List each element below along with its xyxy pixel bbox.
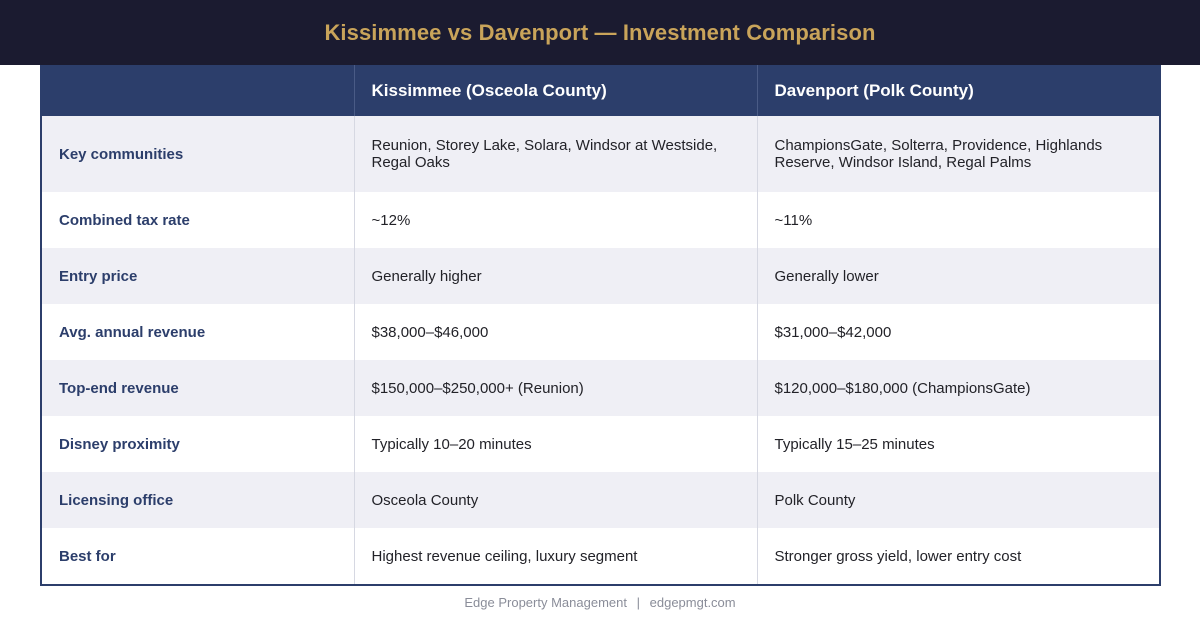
davenport-cell: ~11%: [757, 192, 1159, 248]
page-title: Kissimmee vs Davenport — Investment Comp…: [324, 20, 875, 46]
kissimmee-cell: Generally higher: [354, 248, 757, 304]
table-row: Best for Highest revenue ceiling, luxury…: [42, 528, 1159, 584]
table-row: Entry price Generally higher Generally l…: [42, 248, 1159, 304]
kissimmee-cell: Highest revenue ceiling, luxury segment: [354, 528, 757, 584]
comparison-table: Kissimmee (Osceola County) Davenport (Po…: [42, 65, 1159, 584]
kissimmee-cell: Reunion, Storey Lake, Solara, Windsor at…: [354, 116, 757, 192]
footer-website: edgepmgt.com: [650, 595, 736, 610]
davenport-cell: $120,000–$180,000 (ChampionsGate): [757, 360, 1159, 416]
table-header-row: Kissimmee (Osceola County) Davenport (Po…: [42, 65, 1159, 116]
kissimmee-cell: Osceola County: [354, 472, 757, 528]
row-label: Top-end revenue: [42, 360, 354, 416]
table-row: Disney proximity Typically 10–20 minutes…: [42, 416, 1159, 472]
column-header-davenport: Davenport (Polk County): [757, 65, 1159, 116]
footer-company: Edge Property Management: [464, 595, 627, 610]
row-label: Combined tax rate: [42, 192, 354, 248]
davenport-cell: Generally lower: [757, 248, 1159, 304]
row-label: Key communities: [42, 116, 354, 192]
davenport-cell: Stronger gross yield, lower entry cost: [757, 528, 1159, 584]
davenport-cell: $31,000–$42,000: [757, 304, 1159, 360]
footer: Edge Property Management | edgepmgt.com: [0, 595, 1200, 610]
column-header-empty: [42, 65, 354, 116]
title-banner: Kissimmee vs Davenport — Investment Comp…: [0, 0, 1200, 65]
table-row: Combined tax rate ~12% ~11%: [42, 192, 1159, 248]
row-label: Entry price: [42, 248, 354, 304]
davenport-cell: Polk County: [757, 472, 1159, 528]
kissimmee-cell: $38,000–$46,000: [354, 304, 757, 360]
table-row: Key communities Reunion, Storey Lake, So…: [42, 116, 1159, 192]
kissimmee-cell: $150,000–$250,000+ (Reunion): [354, 360, 757, 416]
davenport-cell: Typically 15–25 minutes: [757, 416, 1159, 472]
footer-separator: |: [637, 595, 640, 610]
row-label: Best for: [42, 528, 354, 584]
kissimmee-cell: ~12%: [354, 192, 757, 248]
column-header-kissimmee: Kissimmee (Osceola County): [354, 65, 757, 116]
row-label: Disney proximity: [42, 416, 354, 472]
kissimmee-cell: Typically 10–20 minutes: [354, 416, 757, 472]
table-row: Avg. annual revenue $38,000–$46,000 $31,…: [42, 304, 1159, 360]
davenport-cell: ChampionsGate, Solterra, Providence, Hig…: [757, 116, 1159, 192]
row-label: Avg. annual revenue: [42, 304, 354, 360]
row-label: Licensing office: [42, 472, 354, 528]
table-row: Licensing office Osceola County Polk Cou…: [42, 472, 1159, 528]
comparison-table-container: Kissimmee (Osceola County) Davenport (Po…: [40, 65, 1161, 586]
table-row: Top-end revenue $150,000–$250,000+ (Reun…: [42, 360, 1159, 416]
